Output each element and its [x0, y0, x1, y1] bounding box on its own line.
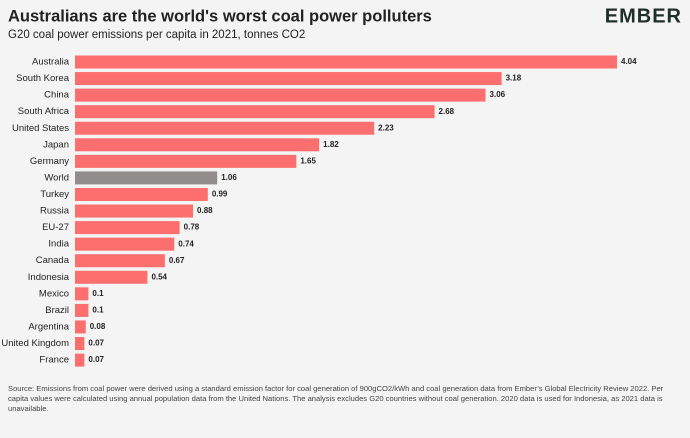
- y-tick-label: World: [44, 172, 69, 183]
- value-label: 0.88: [197, 206, 213, 215]
- value-label: 0.78: [184, 223, 200, 232]
- y-tick-label: Argentina: [28, 321, 69, 332]
- value-label: 1.82: [323, 140, 339, 149]
- bar: [75, 72, 502, 86]
- value-label: 1.06: [221, 173, 237, 182]
- bar: [75, 303, 89, 317]
- value-label: 0.07: [88, 355, 104, 364]
- value-label: 2.23: [378, 123, 394, 132]
- value-label: 0.1: [92, 289, 104, 298]
- bar: [75, 88, 486, 102]
- bar: [75, 171, 218, 185]
- value-label: 2.68: [439, 107, 455, 116]
- value-label: 0.07: [88, 339, 104, 348]
- bar: [75, 105, 435, 119]
- bar: [75, 55, 617, 69]
- value-label: 1.65: [300, 156, 316, 165]
- logo: EMBER: [605, 5, 682, 27]
- y-tick-label: India: [48, 239, 69, 250]
- value-label: 3.18: [506, 74, 522, 83]
- y-tick-label: Japan: [43, 139, 69, 150]
- y-tick-label: France: [39, 355, 69, 366]
- y-tick-label: China: [44, 90, 70, 101]
- y-tick-label: South Africa: [18, 106, 70, 117]
- bar: [75, 287, 89, 301]
- bar: [75, 138, 320, 152]
- y-tick-label: Canada: [36, 255, 70, 266]
- value-label: 0.08: [90, 322, 106, 331]
- value-label: 0.54: [151, 272, 167, 281]
- bar: [75, 237, 175, 251]
- y-tick-label: Turkey: [40, 189, 69, 200]
- value-label: 0.74: [178, 239, 194, 248]
- chart-title: Australians are the world's worst coal p…: [8, 7, 432, 25]
- source-note: Source: Emissions from coal power were d…: [8, 384, 664, 413]
- y-tick-label: Russia: [40, 206, 70, 217]
- bar: [75, 270, 148, 284]
- value-label: 4.04: [621, 57, 637, 66]
- bar: [75, 187, 208, 201]
- bar: [75, 254, 165, 268]
- y-tick-label: Indonesia: [28, 272, 70, 283]
- y-tick-label: Australia: [32, 57, 70, 68]
- bar: [75, 353, 85, 367]
- y-tick-label: South Korea: [16, 73, 70, 84]
- bar: [75, 204, 194, 218]
- value-label: 0.67: [169, 256, 185, 265]
- y-tick-label: United States: [12, 123, 69, 134]
- value-label: 0.1: [92, 306, 104, 315]
- bar: [75, 221, 180, 235]
- y-tick-label: Germany: [30, 156, 69, 167]
- y-tick-label: Brazil: [45, 305, 69, 316]
- bar: [75, 154, 297, 168]
- bar: [75, 337, 85, 351]
- y-tick-label: EU-27: [42, 222, 69, 233]
- y-tick-label: United Kingdom: [1, 338, 69, 349]
- bar: [75, 320, 86, 334]
- value-label: 3.06: [490, 90, 506, 99]
- y-tick-label: Mexico: [39, 288, 69, 299]
- value-label: 0.99: [212, 190, 228, 199]
- bar: [75, 121, 375, 135]
- chart: Australians are the world's worst coal p…: [1, 5, 682, 367]
- chart-subtitle: G20 coal power emissions per capita in 2…: [8, 29, 305, 41]
